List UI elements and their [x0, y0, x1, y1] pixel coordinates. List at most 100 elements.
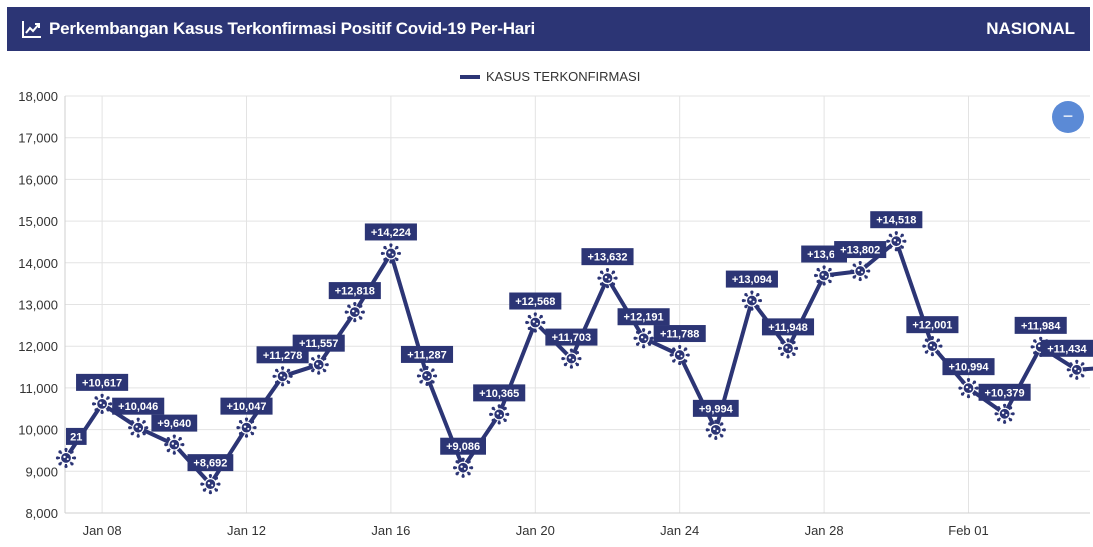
y-tick-label: 16,000: [18, 172, 58, 187]
data-point[interactable]: [344, 301, 365, 323]
data-point[interactable]: [525, 312, 546, 333]
data-label-text: +14,518: [876, 215, 916, 227]
data-point[interactable]: [741, 290, 763, 311]
y-tick-label: 10,000: [18, 423, 58, 438]
data-point[interactable]: [633, 328, 654, 349]
y-tick-label: 11,000: [19, 381, 58, 396]
data-labels: 21 +10,617 +10,046 +9,640 +8,692 +10,047 +11,2…: [66, 211, 1093, 472]
zoom-out-button[interactable]: −: [1052, 101, 1084, 133]
data-label: +10,617: [76, 373, 129, 391]
data-label-text: +11,984: [1021, 320, 1061, 332]
series-line: [64, 239, 1093, 487]
data-point[interactable]: [669, 344, 690, 366]
line-chart-icon: [22, 21, 41, 38]
data-label: +11,557: [292, 334, 345, 352]
data-label-text: +12,818: [335, 286, 375, 298]
data-label-text: +8,692: [193, 458, 227, 470]
data-label: +13,802: [834, 241, 887, 259]
data-point[interactable]: [380, 243, 401, 264]
data-label-text: +10,379: [985, 387, 1025, 399]
data-label-text: +12,568: [515, 296, 555, 308]
data-label: +11,703: [545, 328, 598, 346]
data-label-text: +10,617: [82, 377, 122, 389]
data-point[interactable]: [55, 447, 77, 469]
data-label: +10,379: [978, 383, 1031, 401]
data-label: +11,948: [761, 318, 815, 336]
data-label: +11,788: [653, 325, 706, 343]
y-tick-label: 15,000: [18, 214, 58, 229]
data-label-text: +12,191: [624, 312, 664, 324]
data-label-text: +11,948: [768, 322, 807, 334]
data-label-text: +13,632: [587, 252, 627, 264]
data-point[interactable]: [886, 231, 907, 252]
data-point[interactable]: [814, 265, 835, 286]
data-label: +14,518: [870, 211, 923, 229]
data-label-text: +11,434: [1047, 343, 1087, 355]
data-label-text: +10,365: [479, 388, 519, 400]
data-label-text: +11,557: [299, 338, 338, 350]
data-point[interactable]: [416, 365, 438, 387]
chart-grid: [65, 95, 1090, 514]
data-label: +10,994: [942, 358, 995, 376]
zoom-symbol: −: [1063, 106, 1074, 126]
data-point[interactable]: [994, 403, 1015, 424]
data-label-text: +13,802: [840, 245, 880, 257]
x-tick-label: Jan 08: [83, 523, 122, 538]
chart-legend[interactable]: KASUS TERKONFIRMASI: [460, 69, 640, 84]
x-tick-label: Jan 16: [371, 523, 410, 538]
data-point[interactable]: [200, 474, 221, 495]
data-label-text: +11,788: [660, 329, 699, 341]
data-label-text: +14,224: [371, 227, 412, 239]
data-label-text: +11,278: [263, 350, 302, 362]
zoom-out-icon[interactable]: [1052, 101, 1084, 133]
data-point[interactable]: [705, 419, 726, 440]
data-label: +9,994: [692, 399, 739, 417]
chart-title: Perkembangan Kasus Terkonfirmasi Positif…: [49, 19, 535, 38]
y-tick-label: 14,000: [18, 256, 58, 271]
data-label: +10,047: [220, 397, 273, 415]
data-label-text: +10,994: [948, 362, 989, 374]
region-label: NASIONAL: [986, 19, 1075, 38]
y-tick-label: 9,000: [25, 464, 58, 479]
data-label: +9,086: [440, 437, 486, 455]
y-tick-label: 13,000: [18, 298, 58, 313]
data-label: +13,094: [725, 270, 778, 288]
data-point[interactable]: [777, 338, 799, 359]
chart-header: Perkembangan Kasus Terkonfirmasi Positif…: [7, 7, 1090, 51]
legend-label: KASUS TERKONFIRMASI: [486, 69, 640, 84]
data-label: +13,632: [581, 248, 634, 266]
data-label: +8,692: [187, 454, 234, 472]
data-label: +10,365: [473, 384, 526, 402]
data-label: +12,568: [509, 292, 562, 310]
data-label-text: +11,703: [552, 332, 591, 344]
data-point[interactable]: [164, 434, 185, 455]
data-point[interactable]: [561, 348, 582, 369]
x-tick-label: Jan 24: [660, 523, 699, 538]
data-point[interactable]: [1066, 359, 1087, 380]
data-label: +14,224: [364, 223, 417, 241]
data-point[interactable]: [272, 366, 293, 387]
data-point[interactable]: [236, 417, 257, 438]
data-label: +11,287: [400, 345, 454, 363]
data-point[interactable]: [850, 260, 871, 282]
data-label: 21: [66, 427, 87, 445]
data-point[interactable]: [453, 457, 474, 478]
series-path: [64, 239, 1093, 487]
data-point[interactable]: [92, 393, 113, 414]
data-label-text: +10,046: [118, 401, 158, 413]
data-point[interactable]: [958, 378, 979, 399]
y-tick-label: 12,000: [18, 339, 58, 354]
data-point[interactable]: [128, 417, 149, 438]
series-markers: [55, 231, 1087, 495]
line-chart: 8,000 9,000 10,000 11,000 12,000 13,000 14,000…: [18, 69, 1093, 538]
data-label: +12,001: [906, 316, 959, 334]
data-point[interactable]: [308, 354, 329, 375]
y-tick-label: 18,000: [18, 89, 58, 104]
legend-swatch: [460, 75, 480, 79]
data-point[interactable]: [922, 336, 943, 357]
data-label-text: +9,086: [446, 441, 480, 453]
data-label: +10,046: [112, 397, 165, 415]
x-tick-label: Jan 20: [516, 523, 555, 538]
data-point[interactable]: [597, 268, 618, 289]
data-point[interactable]: [489, 404, 510, 425]
